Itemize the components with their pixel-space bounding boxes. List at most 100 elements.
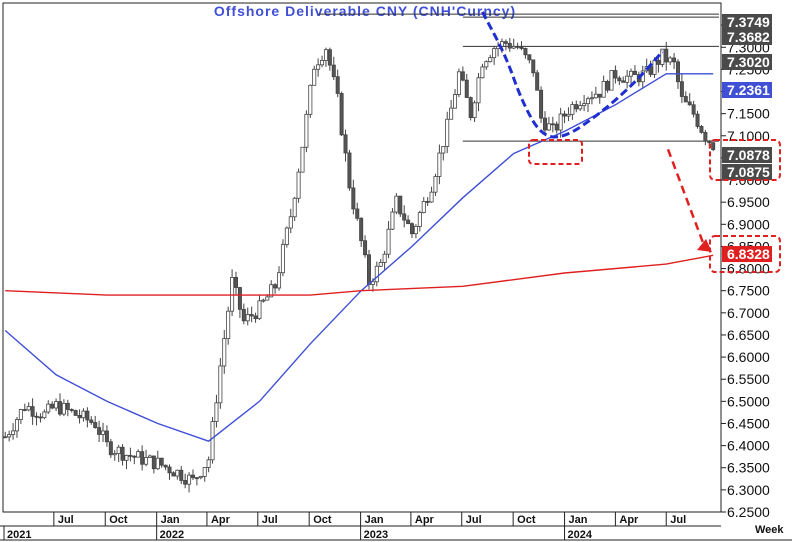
candle-body: [155, 457, 160, 470]
candle-body: [65, 402, 70, 410]
candle-body: [347, 152, 352, 189]
candle-body: [50, 403, 55, 409]
candle-body: [527, 54, 532, 61]
candle-body: [54, 401, 59, 409]
x-tick-label: Jan: [161, 514, 180, 526]
candle-body: [335, 76, 340, 94]
candle-body: [89, 419, 94, 423]
candle-body: [382, 253, 387, 263]
candle-body: [171, 472, 176, 477]
candle-body: [14, 419, 19, 432]
candle-body: [472, 102, 477, 118]
candle-body: [421, 201, 426, 214]
candle-body: [413, 225, 418, 235]
candle-body: [363, 240, 368, 256]
y-tick-label: 6.9000: [727, 216, 770, 232]
year-label: 2024: [568, 529, 593, 541]
candle-body: [570, 104, 575, 115]
candle-body: [480, 66, 485, 79]
candle-body: [198, 476, 203, 479]
candle-body: [429, 191, 434, 203]
candle-body: [609, 70, 614, 91]
label-box-support: [709, 139, 781, 181]
x-axis: Jul Oct Jan Apr Jul Oct Jan Apr Jul Oct Jan Apr Jul 2…: [0, 512, 792, 541]
candle-body: [292, 197, 297, 218]
candle-body: [546, 123, 551, 131]
year-label: 2023: [364, 529, 388, 541]
candle-body: [711, 142, 716, 151]
y-tick-label: 6.5000: [727, 393, 770, 409]
horizontal-levels: [318, 13, 719, 142]
candle-body: [652, 59, 657, 75]
candle-body: [453, 94, 458, 109]
candle-body: [695, 113, 700, 127]
candle-body: [410, 223, 415, 235]
y-tick-label: 6.2500: [727, 504, 770, 520]
candle-body: [308, 84, 313, 115]
candle-body: [183, 480, 188, 485]
candles: [3, 37, 716, 493]
candle-body: [265, 296, 270, 301]
ma-label-red-bg: [722, 246, 772, 263]
candle-body: [675, 61, 680, 83]
candle-body: [81, 410, 86, 419]
candle-body: [679, 81, 684, 97]
frequency-label: Week: [755, 524, 784, 536]
year-label: 2021: [7, 529, 31, 541]
candle-body: [214, 402, 219, 423]
candle-body: [707, 140, 712, 144]
candle-body: [323, 49, 328, 61]
candle-body: [253, 315, 258, 320]
candle-body: [85, 410, 90, 421]
candle-body: [449, 107, 454, 120]
ma-label-red: 6.8328: [727, 246, 770, 262]
candle-body: [425, 201, 430, 203]
candle-body: [112, 453, 117, 456]
candle-body: [116, 446, 121, 454]
candle-body: [11, 430, 16, 435]
candle-body: [249, 314, 254, 317]
plot-frame: [2, 2, 722, 513]
candle-body: [26, 406, 31, 411]
candle-body: [210, 421, 215, 461]
candle-body: [163, 464, 168, 468]
candle-body: [159, 457, 164, 466]
x-tick-label: Oct: [517, 514, 536, 526]
candle-body: [202, 467, 207, 477]
level-label-7-3749: 7.3749: [727, 14, 770, 30]
candle-body: [550, 123, 555, 126]
candle-body: [241, 308, 246, 322]
candle-body: [668, 57, 673, 63]
candle-body: [566, 113, 571, 117]
y-tick-label: 6.7500: [727, 283, 770, 299]
candle-body: [351, 187, 356, 210]
candle-body: [437, 152, 442, 177]
candle-body: [378, 262, 383, 267]
candle-body: [175, 469, 180, 477]
candle-body: [316, 64, 321, 70]
trend-curve: [481, 11, 664, 139]
candle-body: [187, 474, 192, 485]
y-tick-label: 6.5500: [727, 371, 770, 387]
candle-body: [664, 48, 669, 63]
candle-body: [441, 146, 446, 154]
y-tick-label: 6.7000: [727, 305, 770, 321]
candle-body: [46, 403, 51, 413]
candle-body: [605, 80, 610, 91]
candle-body: [42, 411, 47, 419]
candle-body: [398, 195, 403, 215]
x-tick-label: Jan: [569, 514, 588, 526]
candle-body: [34, 415, 39, 418]
candle-body: [300, 146, 305, 173]
candle-body: [120, 446, 125, 461]
candle-body: [77, 414, 82, 419]
candle-body: [312, 68, 317, 86]
candle-body: [97, 427, 102, 435]
candle-body: [386, 228, 391, 255]
candle-body: [18, 409, 23, 420]
candle-body: [261, 299, 266, 302]
level-label-7-0878: 7.0878: [727, 147, 770, 163]
candle-body: [460, 71, 465, 81]
candle-body: [104, 430, 109, 443]
